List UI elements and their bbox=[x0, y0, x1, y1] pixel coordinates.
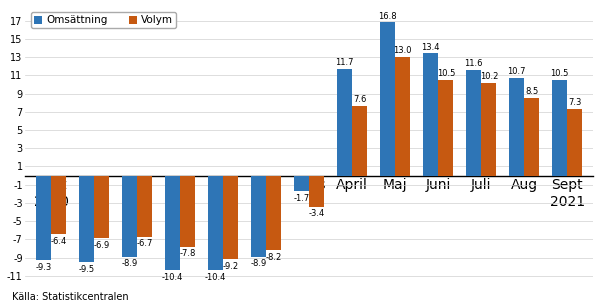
Bar bbox=[208, 175, 223, 270]
Text: 8.5: 8.5 bbox=[525, 87, 538, 96]
Bar bbox=[122, 175, 137, 257]
Bar bbox=[380, 22, 395, 175]
Bar bbox=[180, 175, 196, 247]
Text: 16.8: 16.8 bbox=[379, 12, 397, 21]
Text: -10.4: -10.4 bbox=[162, 273, 184, 282]
Text: 7.3: 7.3 bbox=[568, 98, 581, 107]
Text: -9.5: -9.5 bbox=[79, 265, 95, 274]
Bar bbox=[165, 175, 180, 270]
Text: Källa: Statistikcentralen: Källa: Statistikcentralen bbox=[12, 292, 128, 302]
Bar bbox=[223, 175, 238, 259]
Bar bbox=[94, 175, 109, 238]
Text: -8.9: -8.9 bbox=[122, 259, 138, 268]
Bar bbox=[309, 175, 325, 206]
Bar bbox=[567, 109, 583, 175]
Bar bbox=[137, 175, 152, 237]
Text: 13.4: 13.4 bbox=[421, 43, 440, 52]
Text: -3.4: -3.4 bbox=[308, 209, 325, 218]
Bar bbox=[395, 57, 410, 175]
Bar bbox=[251, 175, 266, 257]
Bar bbox=[481, 83, 496, 175]
Text: 13.0: 13.0 bbox=[394, 46, 412, 55]
Text: -9.3: -9.3 bbox=[35, 263, 52, 272]
Text: -8.2: -8.2 bbox=[266, 253, 282, 262]
Bar bbox=[352, 106, 367, 175]
Text: 10.5: 10.5 bbox=[437, 69, 455, 78]
Text: 10.2: 10.2 bbox=[479, 72, 498, 81]
Bar bbox=[552, 80, 567, 175]
Text: -6.9: -6.9 bbox=[94, 241, 110, 250]
Bar bbox=[337, 69, 352, 175]
Text: -1.7: -1.7 bbox=[293, 194, 310, 203]
Bar bbox=[79, 175, 94, 262]
Text: 10.7: 10.7 bbox=[508, 67, 526, 76]
Text: -6.4: -6.4 bbox=[50, 237, 67, 246]
Bar bbox=[438, 80, 454, 175]
Text: 11.6: 11.6 bbox=[464, 59, 483, 68]
Text: -8.9: -8.9 bbox=[251, 259, 267, 268]
Text: 11.7: 11.7 bbox=[335, 58, 354, 67]
Text: 10.5: 10.5 bbox=[551, 69, 569, 78]
Bar bbox=[51, 175, 67, 234]
Text: 7.6: 7.6 bbox=[353, 95, 367, 105]
Bar bbox=[466, 70, 481, 175]
Bar bbox=[294, 175, 309, 191]
Text: -10.4: -10.4 bbox=[205, 273, 226, 282]
Bar bbox=[266, 175, 281, 250]
Bar bbox=[36, 175, 51, 260]
Bar bbox=[524, 98, 539, 175]
Text: -7.8: -7.8 bbox=[179, 249, 196, 258]
Bar bbox=[423, 54, 438, 175]
Bar bbox=[509, 78, 524, 175]
Text: -9.2: -9.2 bbox=[223, 262, 239, 271]
Text: -6.7: -6.7 bbox=[137, 239, 153, 248]
Legend: Omsättning, Volym: Omsättning, Volym bbox=[31, 12, 176, 28]
